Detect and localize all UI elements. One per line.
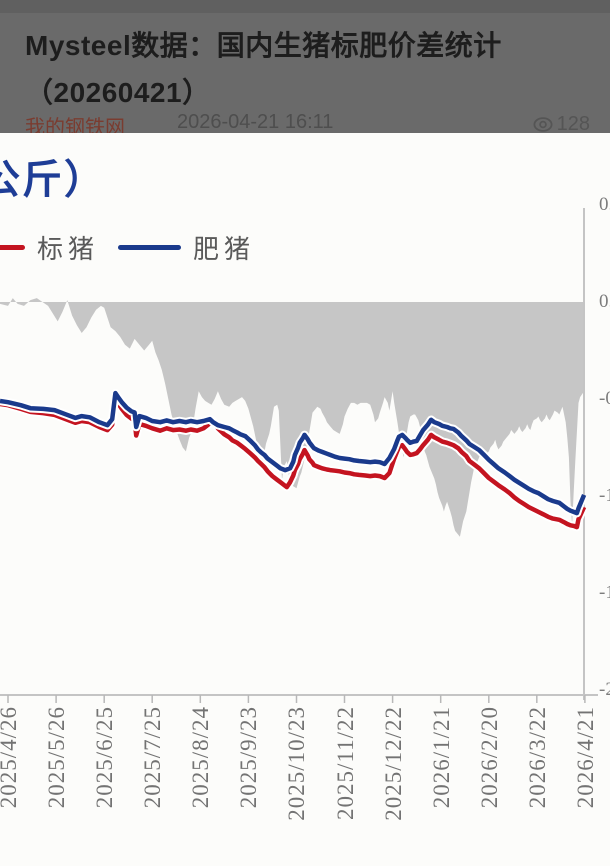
article-meta: 我的钢铁网 2026-04-21 16:11 128 (25, 111, 590, 133)
publish-datetime: 2026-04-21 16:11 (177, 111, 334, 133)
views-count: 128 (556, 113, 590, 133)
article-title-line2: （20260421） (25, 77, 211, 108)
article-title: Mysteel数据：国内生猪标肥价差统计 （20260421） (25, 22, 585, 116)
chart-panel (0, 133, 610, 866)
status-bar-strip (0, 0, 610, 13)
article-header: Mysteel数据：国内生猪标肥价差统计 （20260421） 我的钢铁网 20… (0, 0, 610, 133)
article-title-line1: Mysteel数据：国内生猪标肥价差统计 (25, 30, 502, 61)
source-link[interactable]: 我的钢铁网 (25, 117, 125, 133)
views-counter: 128 (533, 111, 590, 133)
views-eye-icon (533, 115, 553, 133)
